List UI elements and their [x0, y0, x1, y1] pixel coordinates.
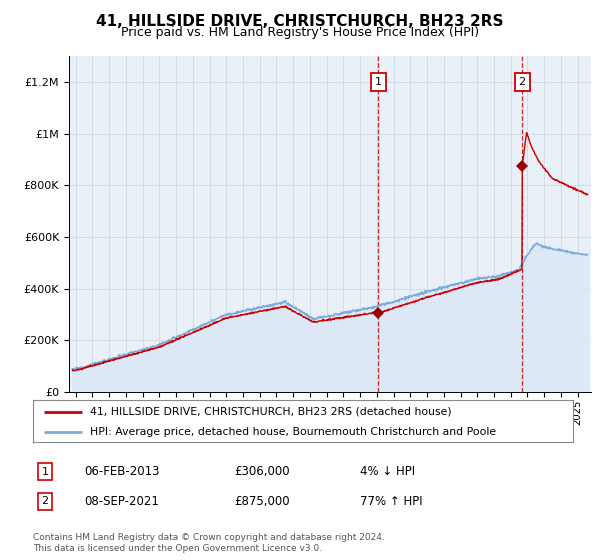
- Text: 06-FEB-2013: 06-FEB-2013: [84, 465, 160, 478]
- Text: 08-SEP-2021: 08-SEP-2021: [84, 494, 159, 508]
- Text: 77% ↑ HPI: 77% ↑ HPI: [360, 494, 422, 508]
- Text: 41, HILLSIDE DRIVE, CHRISTCHURCH, BH23 2RS (detached house): 41, HILLSIDE DRIVE, CHRISTCHURCH, BH23 2…: [90, 407, 451, 417]
- Text: 1: 1: [41, 466, 49, 477]
- Text: £875,000: £875,000: [234, 494, 290, 508]
- Text: Contains HM Land Registry data © Crown copyright and database right 2024.
This d: Contains HM Land Registry data © Crown c…: [33, 533, 385, 553]
- Text: Price paid vs. HM Land Registry's House Price Index (HPI): Price paid vs. HM Land Registry's House …: [121, 26, 479, 39]
- Text: HPI: Average price, detached house, Bournemouth Christchurch and Poole: HPI: Average price, detached house, Bour…: [90, 427, 496, 437]
- Text: 2: 2: [518, 77, 526, 87]
- Text: 41, HILLSIDE DRIVE, CHRISTCHURCH, BH23 2RS: 41, HILLSIDE DRIVE, CHRISTCHURCH, BH23 2…: [96, 14, 504, 29]
- Text: 1: 1: [375, 77, 382, 87]
- Text: 2: 2: [41, 496, 49, 506]
- Text: £306,000: £306,000: [234, 465, 290, 478]
- Text: 4% ↓ HPI: 4% ↓ HPI: [360, 465, 415, 478]
